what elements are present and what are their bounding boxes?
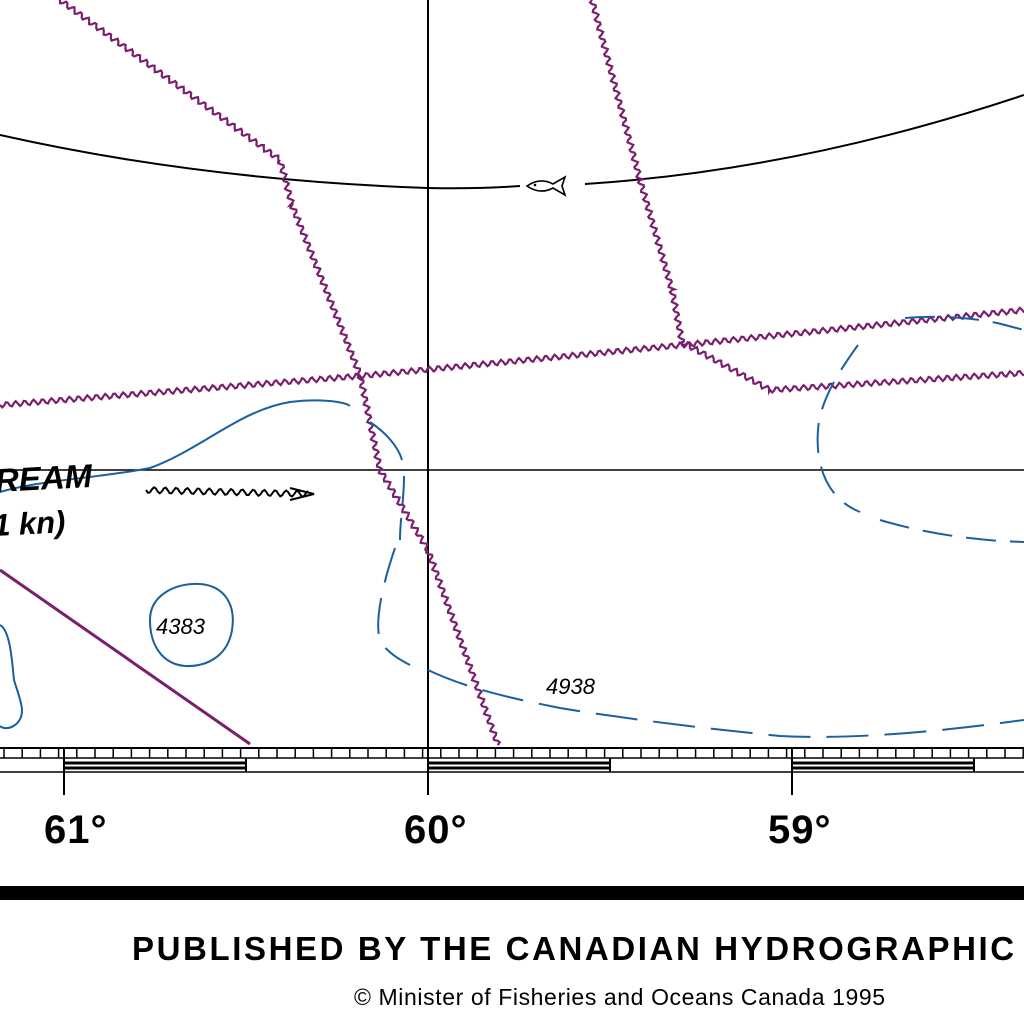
boundary-arc-left [0, 134, 521, 190]
contour-left-dash [399, 475, 405, 541]
contour-4938 [427, 669, 1024, 738]
boundary-arc-right [584, 94, 1024, 185]
latitude-scale-bar [0, 747, 1024, 795]
current-name-label: REAM [0, 456, 93, 500]
contour-left-edge [0, 624, 23, 730]
border-rule [0, 886, 1024, 900]
contour-left-mid [369, 421, 403, 461]
publisher-line: PUBLISHED BY THE CANADIAN HYDROGRAPHIC [132, 930, 1017, 967]
contour-right-top [904, 315, 1024, 331]
cable-line-horizontal [0, 306, 1024, 409]
longitude-label-61: 61° [44, 808, 108, 852]
cable-line-left [58, 0, 502, 746]
straight-cable-line [0, 568, 251, 746]
longitude-label-59: 59° [768, 808, 832, 852]
contour-center-loop [377, 547, 411, 666]
copyright-line: © Minister of Fisheries and Oceans Canad… [354, 984, 886, 1010]
sounding-4383: 4383 [156, 614, 205, 639]
longitude-label-60: 60° [404, 808, 468, 852]
scale-bar-blocks [64, 761, 974, 770]
depth-contours [0, 315, 1024, 738]
contour-4383 [148, 582, 234, 668]
fish-haven-icon [525, 175, 567, 197]
current-speed-label: 1 kn) [0, 504, 67, 544]
cable-line-right [588, 0, 1024, 396]
current-arrow-icon [145, 486, 315, 501]
submarine-cables [0, 0, 1024, 746]
sounding-4938: 4938 [546, 674, 595, 699]
contour-left-long [0, 399, 351, 493]
contour-right-loop [816, 344, 1024, 543]
